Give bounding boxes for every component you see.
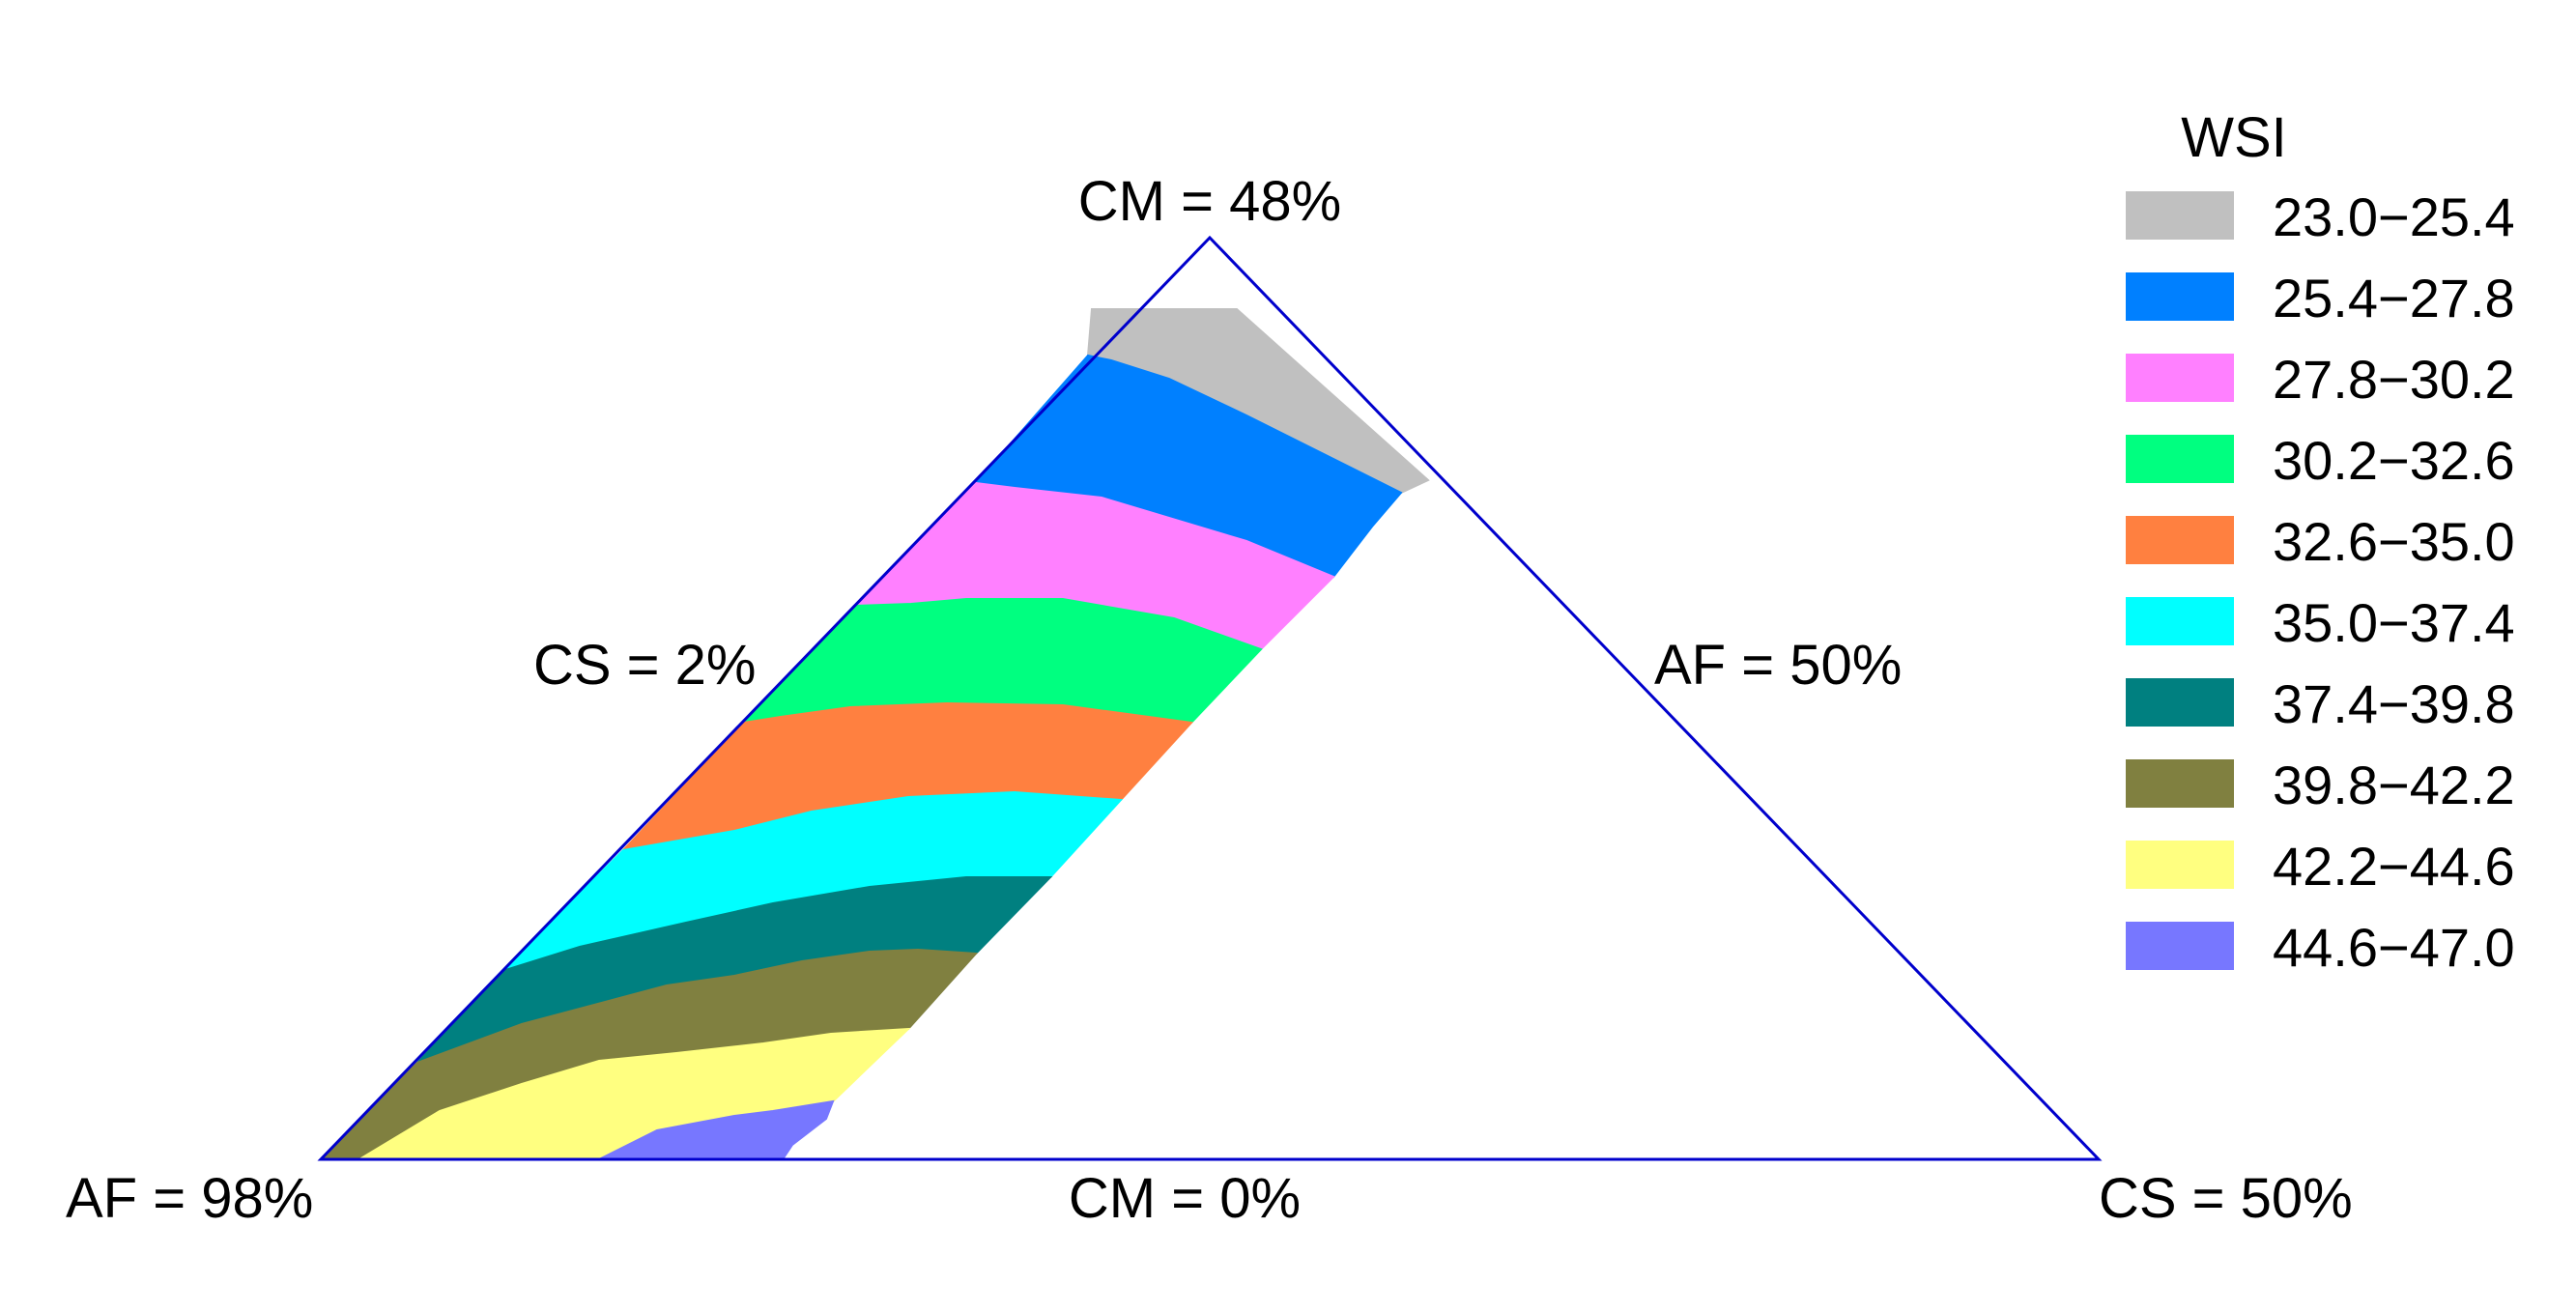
legend-label-3: 27.8−30.2 [2273,349,2515,410]
legend-swatch-4 [2126,435,2234,483]
vertex-label-left: AF = 98% [66,1167,313,1230]
contour-bands [318,308,1430,1160]
legend-swatch-10 [2126,922,2234,970]
contour-band-10 [598,1099,835,1160]
legend-swatch-5 [2126,516,2234,564]
edge-label-right: AF = 50% [1654,634,1902,697]
legend-label-9: 42.2−44.6 [2273,836,2515,897]
legend: WSI 23.0−25.4 25.4−27.8 27.8−30.2 30.2−32.6… [2126,106,2515,978]
edge-label-bottom: CM = 0% [1069,1167,1301,1230]
legend-label-10: 44.6−47.0 [2273,917,2515,978]
legend-label-5: 32.6−35.0 [2273,511,2515,572]
legend-label-2: 25.4−27.8 [2273,268,2515,328]
legend-swatch-6 [2126,597,2234,645]
legend-swatch-9 [2126,841,2234,889]
legend-label-1: 23.0−25.4 [2273,186,2515,247]
vertex-label-right: CS = 50% [2099,1167,2353,1230]
legend-swatch-2 [2126,272,2234,321]
ternary-frame [317,235,2103,1161]
legend-label-7: 37.4−39.8 [2273,673,2515,734]
legend-swatch-3 [2126,354,2234,402]
legend-label-6: 35.0−37.4 [2273,592,2515,653]
edge-label-left: CS = 2% [533,634,757,697]
legend-swatch-1 [2126,191,2234,240]
vertex-label-top: CM = 48% [1078,170,1341,233]
legend-swatch-8 [2126,759,2234,808]
legend-swatch-7 [2126,678,2234,727]
legend-label-4: 30.2−32.6 [2273,430,2515,491]
legend-label-8: 39.8−42.2 [2273,755,2515,815]
legend-title: WSI [2181,106,2287,169]
